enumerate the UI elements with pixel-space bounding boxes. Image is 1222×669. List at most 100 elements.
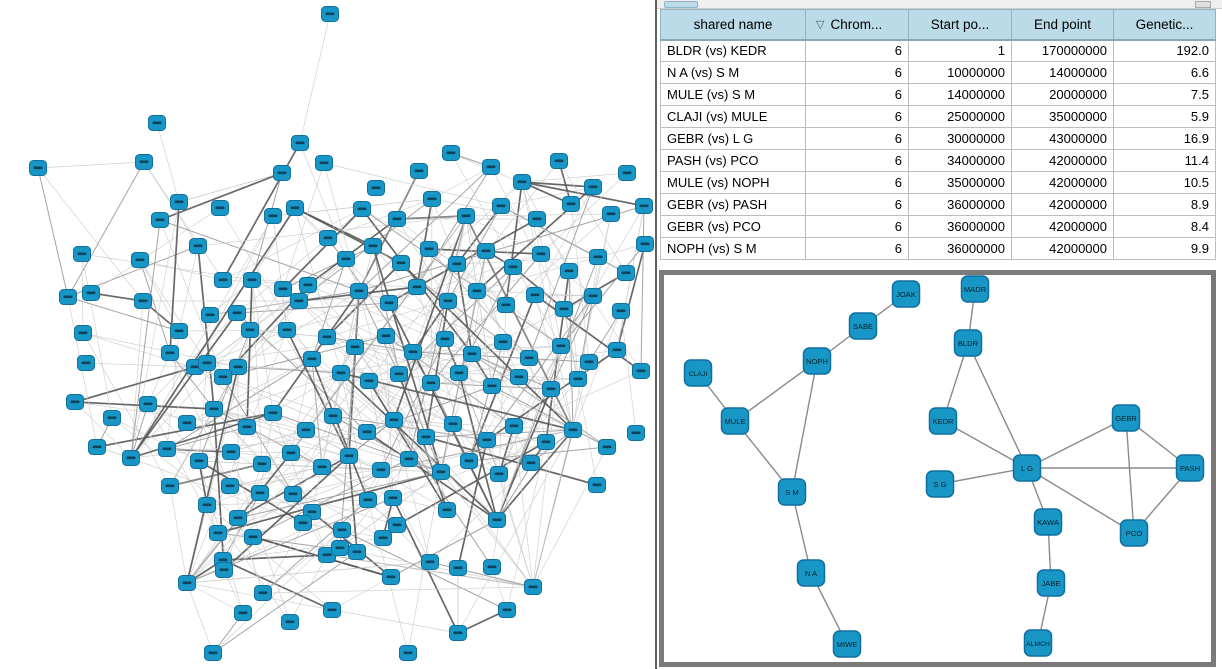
network-node[interactable] [131,252,149,268]
network-node[interactable] [228,305,246,321]
network-node[interactable] [209,525,227,541]
network-node[interactable] [372,462,390,478]
column-header-end-point[interactable]: End point [1011,9,1114,41]
column-header-start-point[interactable]: Start po... [908,9,1012,41]
table-horizontal-scrollbar[interactable] [657,0,1222,9]
subnetwork-node[interactable]: S G [925,470,955,498]
network-node[interactable] [313,459,331,475]
network-node[interactable] [432,464,450,480]
cell-chromosome[interactable]: 6 [805,215,909,238]
cell-start-point[interactable]: 34000000 [908,149,1012,172]
cell-genetic[interactable]: 5.9 [1113,105,1216,128]
cell-start-point[interactable]: 10000000 [908,61,1012,84]
table-row[interactable]: GEBR (vs) PASH 6 36000000 42000000 8.9 [660,193,1216,216]
network-node[interactable] [284,486,302,502]
cell-chromosome[interactable]: 6 [805,83,909,106]
network-node[interactable] [498,602,516,618]
network-node[interactable] [201,307,219,323]
network-node[interactable] [254,585,272,601]
network-node[interactable] [400,451,418,467]
scrollbar-corner[interactable] [1195,1,1211,8]
network-node[interactable] [88,439,106,455]
network-node[interactable] [560,263,578,279]
subnetwork-edge[interactable] [734,360,818,422]
column-header-genetic[interactable]: Genetic... [1113,9,1216,41]
network-node[interactable] [331,540,349,556]
network-node[interactable] [178,575,196,591]
subnetwork-canvas[interactable]: JOAK MADR SABE NOPH CLAJI BLDR MULE KEDR GEBR L G… [664,275,1211,662]
network-node[interactable] [552,338,570,354]
cell-shared-name[interactable]: CLAJI (vs) MULE [660,105,806,128]
subnetwork-edge[interactable] [967,342,1028,469]
cell-genetic[interactable]: 9.9 [1113,237,1216,260]
subnetwork-node[interactable]: PCO [1119,519,1149,547]
subnetwork-edge[interactable] [1125,417,1135,534]
network-node[interactable] [358,424,376,440]
network-node[interactable] [321,6,339,22]
cell-shared-name[interactable]: MULE (vs) NOPH [660,171,806,194]
network-node[interactable] [264,405,282,421]
network-node[interactable] [253,456,271,472]
network-node[interactable] [449,560,467,576]
network-node[interactable] [151,212,169,228]
network-node[interactable] [632,363,650,379]
network-node[interactable] [241,322,259,338]
network-node[interactable] [542,381,560,397]
network-node[interactable] [367,180,385,196]
cell-chromosome[interactable]: 6 [805,193,909,216]
network-node[interactable] [139,396,157,412]
network-node[interactable] [377,328,395,344]
network-node[interactable] [410,163,428,179]
network-node[interactable] [463,346,481,362]
network-node[interactable] [478,432,496,448]
cell-chromosome[interactable]: 6 [805,171,909,194]
network-node[interactable] [524,579,542,595]
network-node[interactable] [450,365,468,381]
subnetwork-node[interactable]: L G [1012,454,1042,482]
network-node[interactable] [294,515,312,531]
network-node[interactable] [290,293,308,309]
network-node[interactable] [211,200,229,216]
subnetwork-node[interactable]: KEDR [928,407,958,435]
network-node[interactable] [170,194,188,210]
cell-end-point[interactable]: 42000000 [1011,193,1114,216]
network-node[interactable] [243,272,261,288]
network-node[interactable] [264,208,282,224]
network-node[interactable] [520,350,538,366]
network-node[interactable] [528,211,546,227]
network-node[interactable] [602,206,620,222]
network-node[interactable] [244,529,262,545]
network-node[interactable] [273,165,291,181]
cell-chromosome[interactable]: 6 [805,149,909,172]
network-node[interactable] [59,289,77,305]
subnetwork-node[interactable]: BLDR [953,329,983,357]
cell-genetic[interactable]: 8.9 [1113,193,1216,216]
network-node[interactable] [319,230,337,246]
cell-genetic[interactable]: 10.5 [1113,171,1216,194]
network-node[interactable] [564,422,582,438]
overview-network-panel[interactable] [0,0,655,669]
cell-genetic[interactable]: 7.5 [1113,83,1216,106]
network-node[interactable] [161,345,179,361]
cell-end-point[interactable]: 42000000 [1011,215,1114,238]
network-node[interactable] [404,344,422,360]
network-node[interactable] [550,153,568,169]
cell-shared-name[interactable]: N A (vs) S M [660,61,806,84]
cell-end-point[interactable]: 35000000 [1011,105,1114,128]
network-node[interactable] [580,354,598,370]
network-node[interactable] [359,492,377,508]
network-node[interactable] [482,159,500,175]
network-node[interactable] [214,369,232,385]
network-node[interactable] [291,135,309,151]
network-node[interactable] [315,155,333,171]
network-node[interactable] [350,283,368,299]
network-node[interactable] [274,281,292,297]
table-row[interactable]: MULE (vs) NOPH 6 35000000 42000000 10.5 [660,171,1216,194]
network-node[interactable] [449,625,467,641]
network-node[interactable] [612,303,630,319]
network-node[interactable] [608,342,626,358]
network-node[interactable] [229,510,247,526]
table-row[interactable]: PASH (vs) PCO 6 34000000 42000000 11.4 [660,149,1216,172]
subnetwork-node[interactable]: PASH [1175,454,1205,482]
subnetwork-edge[interactable] [1026,467,1135,534]
